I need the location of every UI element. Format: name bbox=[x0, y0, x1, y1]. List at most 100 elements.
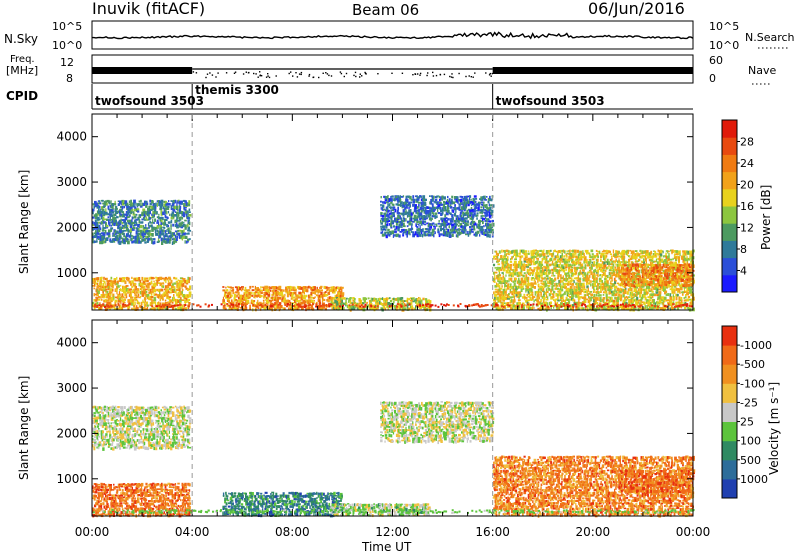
echo-cell bbox=[115, 282, 119, 285]
echo-cell bbox=[507, 268, 510, 271]
echo-cell bbox=[135, 307, 139, 311]
echo-cell bbox=[103, 293, 105, 297]
echo-cell bbox=[113, 224, 116, 226]
echo-cell bbox=[465, 199, 467, 202]
echo-cell bbox=[466, 223, 469, 226]
echo-cell bbox=[131, 276, 133, 279]
echo-cell bbox=[420, 201, 423, 206]
echo-cell bbox=[390, 195, 392, 199]
echo-cell bbox=[644, 305, 647, 309]
echo-cell bbox=[543, 258, 546, 260]
echo-cell bbox=[176, 293, 180, 297]
echo-cell bbox=[415, 305, 417, 309]
echo-cell bbox=[571, 307, 573, 310]
echo-cell bbox=[651, 301, 654, 304]
echo-cell bbox=[661, 287, 664, 292]
echo-cell bbox=[416, 212, 420, 215]
echo-cell bbox=[152, 241, 155, 245]
echo-cell bbox=[405, 209, 407, 213]
echo-cell bbox=[586, 277, 589, 281]
echo-cell bbox=[103, 295, 105, 299]
echo-cell bbox=[395, 307, 398, 311]
echo-cell bbox=[103, 276, 105, 280]
echo-cell bbox=[396, 198, 399, 202]
echo-cell bbox=[338, 302, 341, 305]
echo-cell bbox=[414, 207, 418, 210]
echo-cell bbox=[455, 229, 458, 233]
echo-cell bbox=[509, 260, 513, 263]
echo-cell bbox=[152, 211, 155, 215]
echo-cell bbox=[672, 296, 675, 300]
echo-cell bbox=[394, 220, 396, 223]
echo-cell bbox=[574, 252, 577, 255]
echo-cell bbox=[541, 277, 545, 280]
echo-cell bbox=[138, 277, 141, 281]
echo-cell bbox=[577, 258, 580, 262]
echo-cell bbox=[514, 304, 517, 308]
echo-cell bbox=[604, 269, 607, 272]
echo-cell bbox=[558, 250, 561, 253]
echo-cell bbox=[554, 282, 556, 287]
echo-cell bbox=[155, 202, 157, 207]
echo-cell bbox=[426, 228, 429, 230]
echo-cell bbox=[413, 208, 417, 213]
echo-cell bbox=[260, 289, 263, 292]
echo-cell bbox=[426, 300, 429, 304]
echo-cell bbox=[174, 211, 177, 213]
echo-cell bbox=[536, 260, 539, 264]
echo-cell bbox=[327, 288, 329, 291]
echo-cell bbox=[410, 212, 413, 216]
echo-cell bbox=[634, 253, 637, 256]
nave-dot bbox=[412, 74, 414, 76]
echo-cell bbox=[603, 261, 606, 265]
echo-cell bbox=[476, 203, 479, 206]
echo-cell bbox=[577, 277, 581, 282]
echo-cell bbox=[601, 274, 604, 278]
echo-cell bbox=[463, 228, 466, 232]
echo-cell bbox=[275, 299, 277, 303]
echo-cell bbox=[124, 277, 126, 280]
echo-cell bbox=[653, 282, 655, 286]
echo-cell bbox=[137, 208, 140, 211]
echo-cell bbox=[455, 223, 458, 227]
echo-cell bbox=[571, 294, 574, 298]
echo-cell bbox=[540, 282, 542, 285]
echo-cell bbox=[519, 286, 523, 289]
echo-cell bbox=[109, 219, 111, 221]
echo-cell bbox=[448, 209, 450, 213]
echo-cell bbox=[543, 285, 546, 288]
echo-cell bbox=[143, 226, 147, 229]
echo-cell bbox=[177, 279, 180, 282]
echo-cell bbox=[516, 287, 519, 290]
echo-cell bbox=[153, 288, 157, 293]
echo-cell bbox=[431, 203, 434, 207]
echo-cell bbox=[121, 279, 125, 283]
echo-cell bbox=[506, 260, 508, 263]
echo-cell bbox=[588, 274, 591, 278]
echo-cell bbox=[639, 249, 642, 252]
echo-cell bbox=[188, 214, 192, 217]
echo-cell bbox=[277, 288, 279, 291]
echo-cell bbox=[411, 227, 414, 230]
echo-cell bbox=[102, 282, 104, 287]
echo-cell bbox=[486, 206, 488, 210]
echo-cell bbox=[566, 275, 569, 277]
echo-cell bbox=[517, 285, 520, 289]
echo-cell bbox=[100, 295, 102, 299]
echo-cell bbox=[588, 301, 591, 305]
echo-cell bbox=[331, 296, 334, 300]
echo-cell bbox=[112, 238, 114, 242]
echo-cell bbox=[547, 264, 549, 268]
echo-cell bbox=[345, 299, 347, 303]
echo-cell bbox=[572, 283, 574, 286]
echo-cell bbox=[474, 198, 478, 200]
echo-cell bbox=[438, 220, 440, 223]
echo-cell bbox=[658, 306, 661, 309]
echo-cell bbox=[417, 196, 421, 199]
echo-cell bbox=[421, 207, 425, 210]
echo-cell bbox=[334, 289, 337, 292]
echo-cell bbox=[128, 277, 130, 280]
echo-cell bbox=[110, 276, 113, 280]
echo-cell bbox=[636, 272, 640, 276]
echo-cell bbox=[170, 304, 172, 307]
